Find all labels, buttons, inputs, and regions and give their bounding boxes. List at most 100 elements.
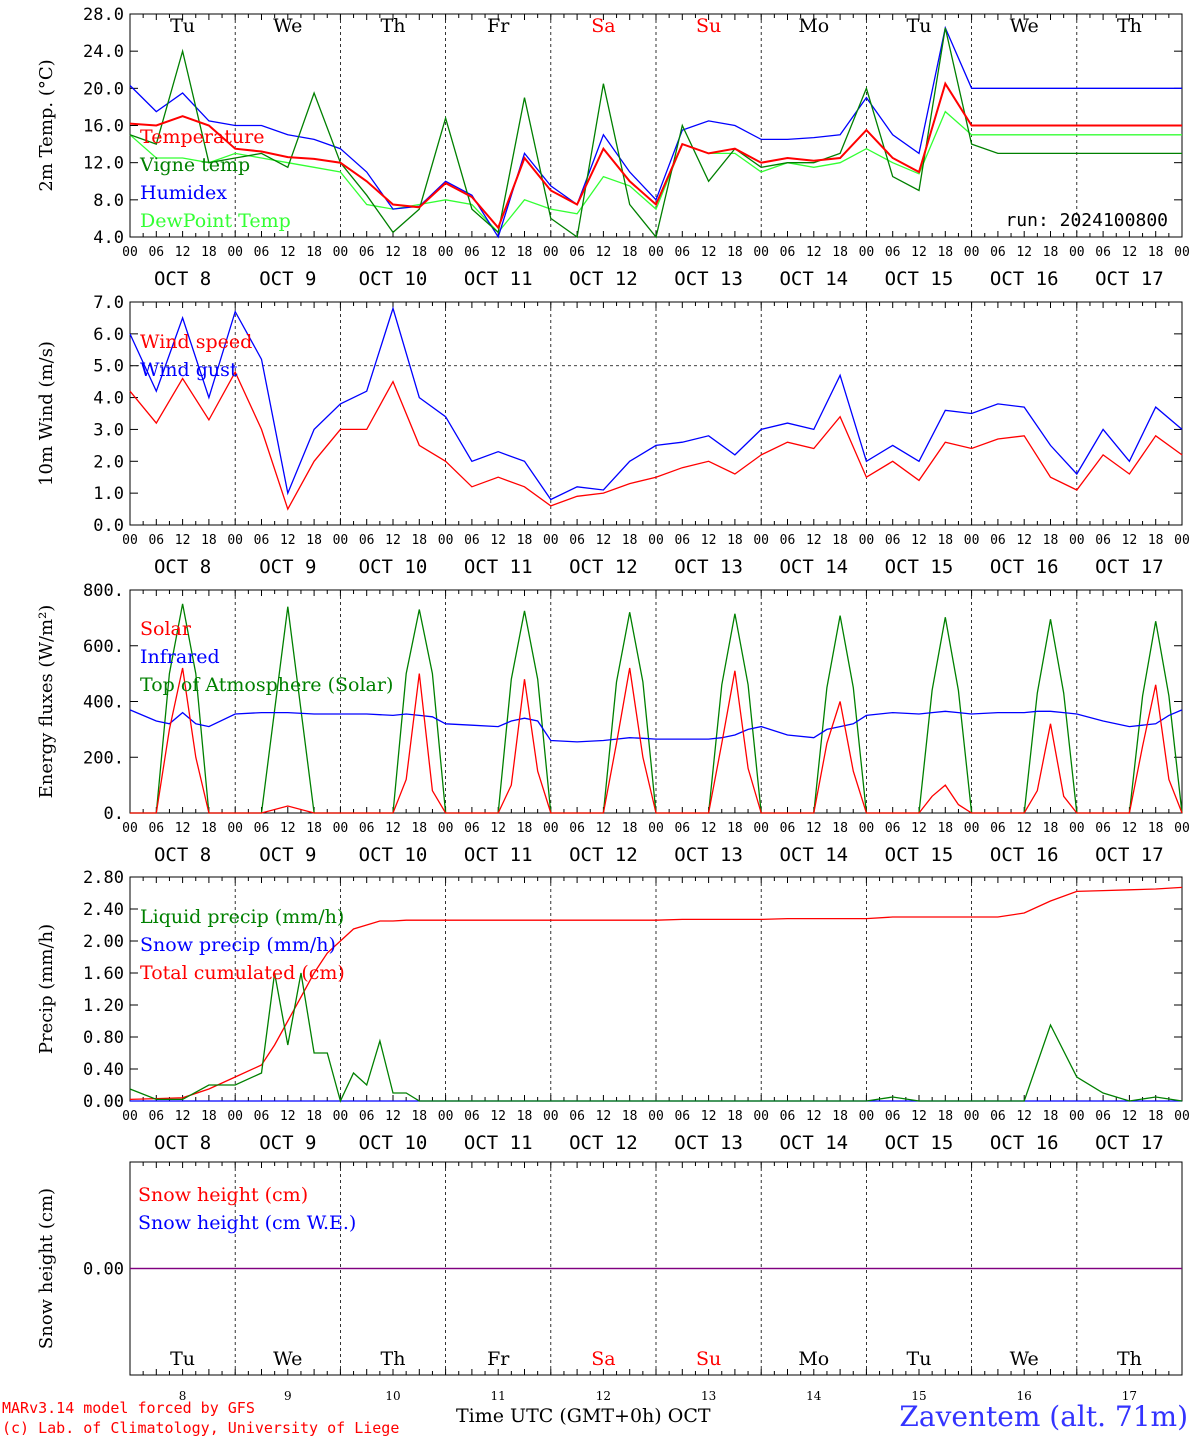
hour-tick-label: 12 [911, 245, 927, 260]
hour-tick-label: 18 [517, 245, 533, 260]
time-axis-label: Time UTC (GMT+0h) OCT [456, 1405, 711, 1427]
weekday-label: Tu [170, 1348, 195, 1370]
date-label: OCT 17 [1095, 844, 1164, 866]
hour-tick-label: 06 [359, 245, 375, 260]
date-label: OCT 8 [154, 556, 211, 578]
hour-tick-label: 12 [806, 245, 822, 260]
y-tick-label: 1.20 [83, 996, 124, 1016]
day-number-label: 13 [701, 1389, 716, 1403]
hour-tick-label: 06 [674, 533, 690, 548]
y-tick-label: 28.0 [83, 5, 124, 25]
hour-tick-label: 18 [517, 1109, 533, 1124]
model-line-1: MARv3.14 model forced by GFS [2, 1399, 255, 1417]
y-tick-label: 400. [83, 693, 124, 713]
weekday-label: Tu [907, 1348, 932, 1370]
date-label: OCT 17 [1095, 1132, 1164, 1154]
hour-tick-label: 12 [1122, 245, 1138, 260]
hour-tick-label: 00 [859, 533, 875, 548]
hour-tick-label: 12 [596, 821, 612, 836]
hour-tick-label: 12 [280, 821, 296, 836]
series-line-2 [129, 886, 1183, 1101]
hour-tick-label: 00 [1069, 821, 1085, 836]
hour-tick-label: 00 [964, 245, 980, 260]
hour-tick-label: 06 [674, 821, 690, 836]
hour-tick-label: 06 [885, 1109, 901, 1124]
date-label: OCT 9 [259, 1132, 316, 1154]
hour-tick-label: 18 [411, 245, 427, 260]
hour-tick-label: 00 [859, 245, 875, 260]
y-tick-label: 0.80 [83, 1028, 124, 1048]
hour-tick-label: 12 [701, 245, 717, 260]
y-tick-label: 8.0 [93, 191, 124, 211]
day-number-label: 9 [284, 1389, 292, 1403]
hour-tick-label: 06 [464, 245, 480, 260]
y-tick-label: 6.0 [93, 325, 124, 345]
weekday-label: Tu [170, 15, 195, 37]
hour-tick-label: 00 [648, 533, 664, 548]
hour-tick-label: 06 [359, 1109, 375, 1124]
hour-tick-label: 18 [622, 821, 638, 836]
hour-tick-label: 12 [701, 533, 717, 548]
date-label: OCT 15 [885, 844, 954, 866]
date-label: OCT 14 [779, 268, 848, 290]
hour-tick-label: 12 [175, 533, 191, 548]
y-tick-label: 0.00 [83, 1092, 124, 1112]
date-label: OCT 13 [674, 1132, 743, 1154]
date-label: OCT 11 [464, 268, 533, 290]
y-axis-label: 2m Temp. (°C) [36, 59, 57, 191]
date-label: OCT 11 [464, 556, 533, 578]
hour-tick-label: 18 [517, 821, 533, 836]
hour-tick-label: 06 [148, 245, 164, 260]
hour-tick-label: 18 [727, 1109, 743, 1124]
date-label: OCT 14 [779, 556, 848, 578]
date-label: OCT 8 [154, 268, 211, 290]
hour-tick-label: 00 [227, 245, 243, 260]
series-line-2 [129, 25, 1182, 239]
hour-tick-label: 06 [254, 245, 270, 260]
hour-tick-label: 06 [1095, 1109, 1111, 1124]
time-axis-text: Time UTC (GMT+0h) [456, 1405, 662, 1427]
weekday-label: We [1010, 1348, 1039, 1370]
hour-tick-label: 06 [359, 821, 375, 836]
hour-tick-label: 06 [885, 821, 901, 836]
hour-tick-label: 06 [780, 821, 796, 836]
hour-tick-label: 18 [306, 1109, 322, 1124]
series-line-0 [130, 667, 1183, 814]
hour-tick-label: 12 [596, 533, 612, 548]
weekday-label: Fr [487, 15, 510, 37]
hour-tick-label: 12 [385, 1109, 401, 1124]
weekday-label: Fr [487, 1348, 510, 1370]
hour-tick-label: 00 [543, 533, 559, 548]
hour-tick-label: 18 [1043, 1109, 1059, 1124]
hour-tick-label: 00 [648, 245, 664, 260]
hour-tick-label: 18 [622, 245, 638, 260]
hour-tick-label: 12 [175, 1109, 191, 1124]
hour-tick-label: 18 [1148, 245, 1164, 260]
hour-tick-label: 12 [385, 533, 401, 548]
hour-tick-label: 12 [596, 1109, 612, 1124]
weekday-label: Su [696, 1348, 721, 1370]
hour-tick-label: 06 [359, 533, 375, 548]
hour-tick-label: 06 [254, 1109, 270, 1124]
y-tick-label: 12.0 [83, 154, 124, 174]
hour-tick-label: 00 [648, 821, 664, 836]
date-label: OCT 12 [569, 1132, 638, 1154]
y-tick-label: 2.40 [83, 900, 124, 920]
hour-tick-label: 12 [806, 533, 822, 548]
hour-tick-label: 12 [175, 821, 191, 836]
series-line-0 [129, 81, 1182, 230]
day-number-label: 14 [806, 1389, 822, 1403]
y-tick-label: 20.0 [83, 79, 124, 99]
date-label: OCT 17 [1095, 268, 1164, 290]
hour-tick-label: 00 [122, 1109, 138, 1124]
date-label: OCT 13 [674, 844, 743, 866]
hour-tick-label: 18 [937, 1109, 953, 1124]
series-line-1 [129, 306, 1183, 501]
hour-tick-label: 06 [1095, 821, 1111, 836]
hour-tick-label: 12 [490, 821, 506, 836]
hour-tick-label: 12 [596, 245, 612, 260]
legend-entry: Temperature [140, 126, 264, 148]
date-label: OCT 14 [779, 1132, 848, 1154]
hour-tick-label: 00 [648, 1109, 664, 1124]
